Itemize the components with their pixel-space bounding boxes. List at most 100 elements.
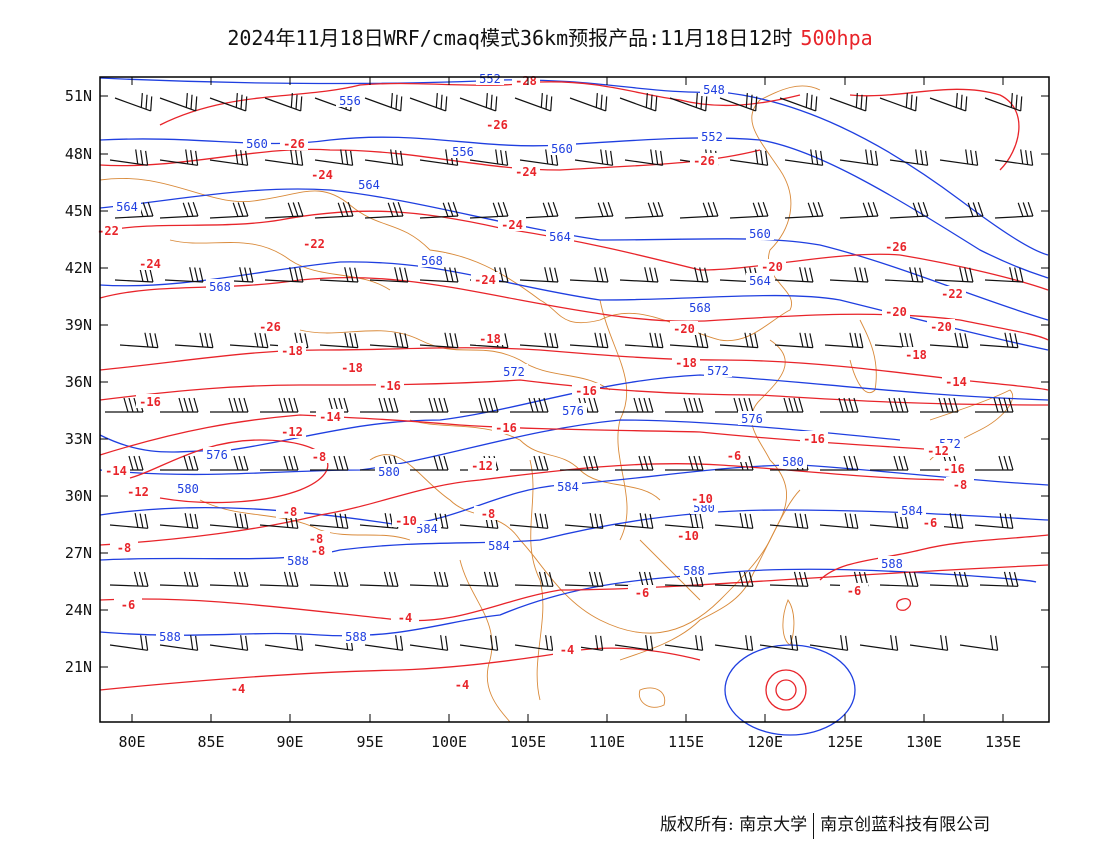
temp-label-bg — [628, 585, 656, 599]
wind-barb — [160, 455, 199, 471]
temp-label: -22 — [303, 237, 325, 251]
wind-barb — [264, 267, 304, 283]
wind-barb — [664, 635, 704, 651]
wind-barb — [309, 571, 349, 587]
wind-barb — [409, 571, 449, 587]
wind-barb — [209, 202, 249, 219]
height-label: 552 — [479, 72, 501, 86]
temp-label-bg — [942, 374, 970, 388]
height-label-bg — [206, 279, 234, 293]
temp-label-bg — [690, 153, 718, 167]
height-contour-line — [99, 419, 901, 476]
temp-label: -12 — [927, 444, 949, 458]
wind-barb — [994, 202, 1034, 219]
wind-barb — [510, 397, 549, 413]
temp-label-bg — [938, 286, 966, 300]
wind-barb — [509, 513, 549, 529]
temp-label: -18 — [341, 361, 363, 375]
temp-label: -24 — [311, 168, 333, 182]
wind-barb — [665, 397, 704, 413]
temp-label: -8 — [311, 544, 325, 558]
wind-barb — [870, 455, 909, 471]
height-label-bg — [746, 273, 774, 287]
wind-barb — [929, 571, 969, 587]
height-label: 588 — [345, 630, 367, 644]
height-label-bg — [449, 144, 477, 158]
temp-label-bg — [280, 136, 308, 150]
province-line-6 — [639, 539, 701, 601]
wind-barb — [979, 332, 1019, 349]
temp-label-bg — [136, 256, 164, 270]
temp-label: -20 — [673, 322, 695, 336]
wind-barb — [809, 635, 849, 651]
wind-barb — [959, 635, 999, 651]
lon-label: 115E — [668, 733, 704, 751]
wind-barb — [774, 267, 814, 283]
temp-label: -8 — [283, 505, 297, 519]
temp-label: -26 — [885, 240, 907, 254]
height-label: 560 — [551, 142, 573, 156]
temp-label: -16 — [379, 379, 401, 393]
typhoon-height-contour — [724, 644, 856, 736]
temp-label-bg — [278, 424, 306, 438]
wind-barb — [909, 635, 949, 651]
temp-label: -20 — [885, 305, 907, 319]
wind-barb — [779, 93, 818, 112]
temp-label-bg — [758, 259, 786, 273]
wind-barb — [884, 267, 924, 283]
province-line-3 — [529, 459, 544, 701]
lon-label: 110E — [589, 733, 625, 751]
height-label-bg — [375, 464, 403, 478]
wind-barb — [209, 149, 249, 166]
height-contour-line — [99, 188, 1049, 321]
company-name: 南京创蓝科技有限公司 — [820, 815, 991, 835]
temp-label-bg — [468, 458, 496, 472]
wind-barb — [409, 93, 448, 112]
wind-barb — [669, 93, 708, 112]
wind-barb — [510, 455, 549, 471]
wind-barb — [469, 202, 509, 219]
wind-barb — [459, 571, 499, 587]
temp-label: -14 — [105, 464, 127, 478]
temp-label-bg — [940, 461, 968, 475]
wind-barb — [679, 202, 719, 219]
height-label-bg — [243, 136, 271, 150]
height-label-bg — [336, 93, 364, 107]
wind-barb — [879, 571, 919, 587]
height-label: 564 — [358, 178, 380, 192]
temp-label-bg — [474, 506, 502, 520]
wind-barb — [839, 149, 879, 166]
wind-barb — [714, 513, 754, 529]
wind-barb — [410, 455, 449, 471]
temp-label-bg — [882, 239, 910, 253]
temp-label-bg — [391, 610, 419, 624]
wind-barb — [164, 267, 204, 283]
wind-barb — [975, 397, 1014, 413]
height-label-bg — [680, 563, 708, 577]
temp-contour-line — [99, 148, 761, 171]
wind-barb — [419, 202, 459, 219]
lat-label: 36N — [65, 373, 92, 391]
wind-barb — [159, 202, 199, 219]
wind-barb — [979, 571, 1019, 587]
wind-barb — [820, 455, 859, 471]
lat-label: 42N — [65, 259, 92, 277]
hainan — [638, 687, 666, 708]
wind-barb — [419, 267, 459, 283]
wind-barb — [614, 635, 654, 651]
china-border — [99, 85, 821, 342]
wind-barb — [820, 397, 859, 413]
wind-barb — [519, 332, 559, 349]
lon-label: 135E — [985, 733, 1021, 751]
height-label: 560 — [749, 227, 771, 241]
wind-barb — [109, 149, 149, 166]
plot-frame — [99, 76, 1050, 723]
temp-label: -24 — [515, 165, 537, 179]
height-label: 580 — [177, 482, 199, 496]
wind-barb — [929, 332, 969, 349]
wind-barb — [314, 202, 354, 219]
wind-barb — [874, 332, 914, 349]
lon-label: 95E — [356, 733, 383, 751]
wind-barb — [514, 571, 554, 587]
wind-barb — [310, 455, 349, 471]
